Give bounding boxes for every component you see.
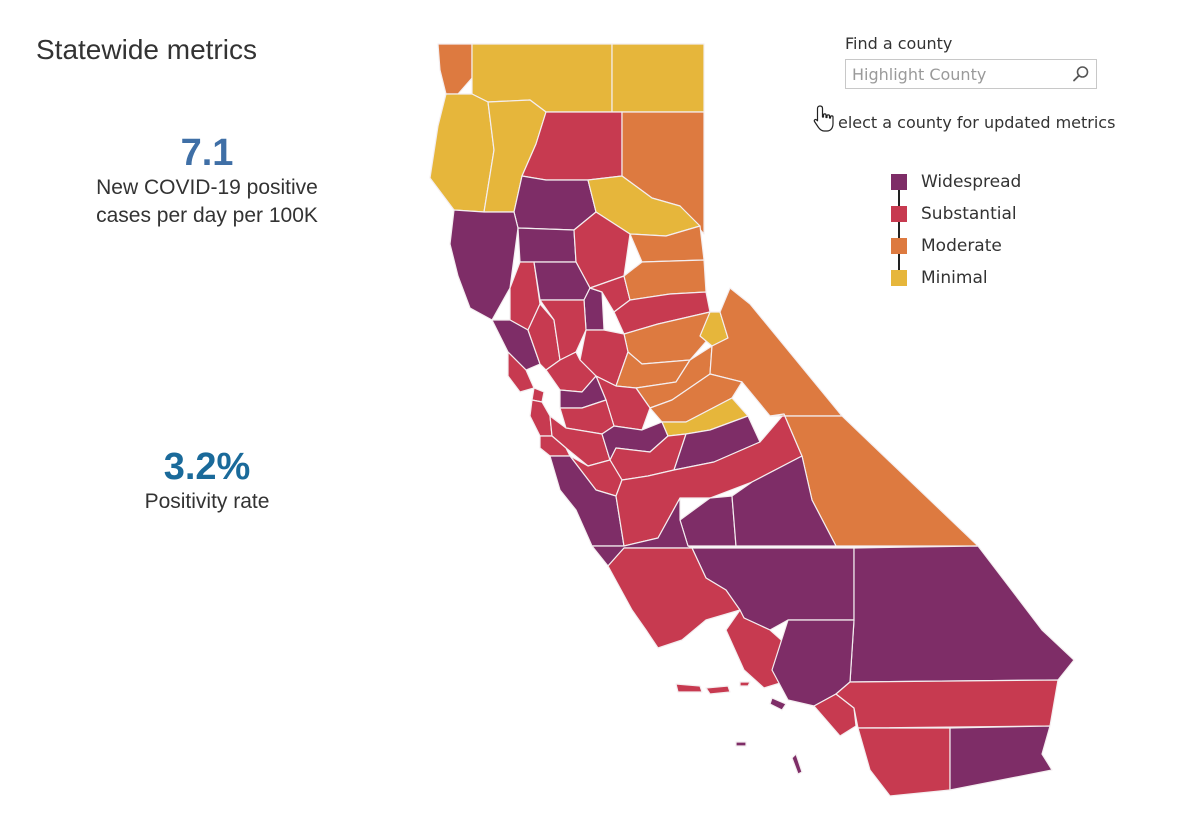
- county-san-diego[interactable]: [857, 727, 951, 797]
- county-kings[interactable]: [679, 495, 737, 547]
- statewide-metrics-panel: Statewide metrics 7.1 New COVID-19 posit…: [0, 0, 420, 822]
- island-santa-catalina[interactable]: [769, 697, 787, 711]
- legend-swatch-minimal: [891, 270, 907, 286]
- county-modoc[interactable]: [611, 43, 705, 113]
- legend-label-minimal: Minimal: [921, 268, 988, 288]
- island-santa-rosa[interactable]: [705, 685, 731, 695]
- legend-label-widespread: Widespread: [921, 172, 1022, 192]
- select-county-hint: elect a county for updated metrics: [812, 104, 1142, 138]
- county-tulare[interactable]: [731, 455, 837, 547]
- positivity-rate-label: Positivity rate: [144, 490, 270, 513]
- county-riverside[interactable]: [835, 679, 1059, 729]
- county-orange[interactable]: [813, 693, 857, 737]
- island-san-nicolas[interactable]: [735, 741, 747, 747]
- legend-swatch-substantial: [891, 206, 907, 222]
- legend-item-moderate[interactable]: Moderate: [888, 230, 1088, 262]
- island-anacapa[interactable]: [739, 681, 751, 687]
- legend-label-substantial: Substantial: [921, 204, 1017, 224]
- county-del-norte[interactable]: [437, 43, 473, 95]
- new-cases-label-line-1: New COVID-19 positive: [96, 176, 318, 199]
- county-sierra[interactable]: [629, 225, 705, 263]
- search-field[interactable]: [845, 59, 1097, 89]
- county-glenn[interactable]: [517, 227, 577, 263]
- island-santa-cruz[interactable]: [675, 683, 703, 693]
- county-search-area: Find a county: [845, 34, 1145, 89]
- county-san-mateo[interactable]: [529, 399, 553, 437]
- highlight-county-input[interactable]: [846, 60, 1072, 88]
- legend-swatch-moderate: [891, 238, 907, 254]
- panel-title: Statewide metrics: [36, 34, 257, 65]
- county-imperial[interactable]: [949, 725, 1053, 791]
- county-marin[interactable]: [507, 351, 535, 393]
- legend-label-moderate: Moderate: [921, 236, 1002, 256]
- legend: Widespread Substantial Moderate Minimal: [888, 166, 1088, 294]
- find-county-label: Find a county: [845, 34, 953, 53]
- legend-item-minimal[interactable]: Minimal: [888, 262, 1088, 294]
- county-map-svg[interactable]: [410, 30, 1090, 810]
- legend-item-substantial[interactable]: Substantial: [888, 198, 1088, 230]
- legend-swatch-widespread: [891, 174, 907, 190]
- search-icon[interactable]: [1072, 65, 1090, 83]
- positivity-rate-value: 3.2%: [163, 446, 251, 488]
- county-santa-barbara[interactable]: [607, 547, 741, 649]
- california-county-map[interactable]: [410, 30, 1090, 810]
- county-mendocino[interactable]: [449, 209, 519, 321]
- county-san-bernardino[interactable]: [849, 545, 1075, 683]
- island-san-clemente[interactable]: [791, 753, 803, 775]
- metric-positivity-rate: 3.2% Positivity rate: [40, 446, 374, 516]
- hint-text: elect a county for updated metrics: [838, 113, 1116, 132]
- county-sutter[interactable]: [583, 287, 605, 331]
- county-mono[interactable]: [709, 287, 843, 417]
- county-humboldt[interactable]: [429, 93, 495, 213]
- metric-new-cases: 7.1 New COVID-19 positive cases per day …: [40, 132, 374, 230]
- legend-connector-line: [898, 180, 900, 276]
- new-cases-value: 7.1: [180, 132, 234, 174]
- new-cases-label-line-2: cases per day per 100K: [96, 204, 318, 227]
- hand-pointer-icon: [813, 105, 834, 132]
- legend-item-widespread[interactable]: Widespread: [888, 166, 1088, 198]
